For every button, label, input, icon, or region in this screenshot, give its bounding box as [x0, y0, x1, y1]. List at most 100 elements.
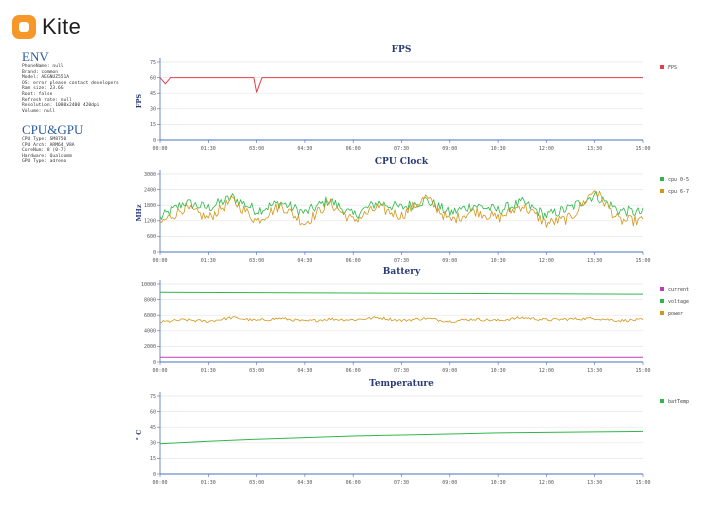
x-tick-label: 03:00: [249, 146, 264, 152]
series-line-fps: [159, 77, 643, 93]
x-tick-label: 04:30: [297, 146, 312, 152]
chart-title: Battery: [383, 267, 421, 277]
x-tick-label: 10:30: [491, 258, 506, 264]
x-tick-label: 06:00: [346, 480, 361, 486]
env-line: Root: false: [22, 91, 53, 97]
x-tick-label: 13:30: [587, 258, 602, 264]
legend-swatch: [660, 189, 664, 193]
cpu-gpu-info-panel: CPU&GPU CPU Type: SM8750 CPU Arch: ARM64…: [22, 123, 157, 165]
y-tick-label: 45: [150, 91, 156, 97]
y-tick-label: 600: [147, 234, 156, 240]
chart-title: CPU Clock: [375, 157, 429, 167]
y-tick-label: 6000: [144, 313, 156, 319]
axis-label-y: ° C: [135, 430, 143, 441]
chart-title: FPS: [392, 45, 412, 55]
y-tick-label: 60: [150, 75, 156, 81]
y-tick-label: 1800: [144, 203, 156, 209]
series-line-cpu-6-7: [159, 190, 644, 228]
cpu-gpu-line: CPU Type: SM8750: [22, 137, 67, 142]
env-lines: PhoneName: null Brand: common Model: AEG…: [22, 64, 157, 114]
x-tick-label: 09:00: [442, 258, 457, 264]
x-tick-label: 13:30: [587, 480, 602, 486]
series-line-voltage: [159, 291, 644, 295]
cpu-gpu-line: Hardware: Qualcomm: [22, 153, 72, 159]
y-tick-label: 8000: [144, 297, 156, 303]
x-tick-label: 15:00: [635, 146, 650, 152]
y-tick-label: 0: [153, 360, 156, 366]
x-tick-label: 13:30: [587, 146, 602, 152]
x-tick-label: 04:30: [297, 258, 312, 264]
x-tick-label: 15:00: [635, 258, 650, 264]
legend-label: batTemp: [668, 399, 689, 405]
y-tick-label: 2400: [144, 187, 156, 193]
x-tick-label: 04:30: [297, 368, 312, 374]
y-tick-label: 2000: [144, 344, 156, 350]
y-tick-label: 0: [153, 138, 156, 144]
y-tick-label: 75: [150, 394, 156, 400]
x-tick-label: 00:00: [152, 146, 167, 152]
legend-label: current: [668, 287, 689, 293]
legend-label: power: [668, 311, 683, 317]
y-tick-label: 30: [150, 441, 156, 447]
y-tick-label: 60: [150, 409, 156, 415]
legend-label: voltage: [668, 299, 689, 305]
x-tick-label: 10:30: [491, 480, 506, 486]
env-line: PhoneName: null: [22, 64, 64, 69]
env-line: Resolution: 1080x2400 420dpi: [22, 103, 100, 109]
legend-swatch: [660, 177, 664, 181]
y-tick-label: 0: [153, 250, 156, 256]
y-tick-label: 0: [153, 472, 156, 478]
axis-label-y: FPS: [135, 94, 143, 109]
x-tick-label: 12:00: [539, 368, 554, 374]
env-line: Volume: null: [22, 108, 56, 114]
series-line-power: [159, 316, 644, 324]
series-line-battemp: [159, 430, 644, 445]
x-tick-label: 12:00: [539, 480, 554, 486]
x-tick-label: 07:30: [394, 368, 409, 374]
x-tick-label: 04:30: [297, 480, 312, 486]
x-tick-label: 12:00: [539, 258, 554, 264]
env-line: Model: AEGNUZ551A: [22, 75, 70, 81]
x-tick-label: 15:00: [635, 480, 650, 486]
x-tick-label: 01:30: [201, 480, 216, 486]
y-tick-label: 15: [150, 456, 156, 462]
y-tick-label: 1200: [144, 219, 156, 225]
legend-swatch: [660, 287, 664, 291]
legend-swatch: [660, 399, 664, 403]
x-tick-label: 01:30: [201, 146, 216, 152]
x-tick-label: 00:00: [152, 480, 167, 486]
legend-label: cpu 6-7: [668, 189, 689, 195]
legend-swatch: [660, 299, 664, 303]
env-line: Ram size: 23.6G: [22, 86, 64, 92]
legend-swatch: [660, 311, 664, 315]
y-tick-label: 4000: [144, 329, 156, 335]
env-info-panel: ENV PhoneName: null Brand: common Model:…: [22, 50, 157, 114]
x-tick-label: 09:00: [442, 368, 457, 374]
x-tick-label: 00:00: [152, 368, 167, 374]
kite-logo: Kite: [12, 14, 81, 40]
legend-swatch: [660, 65, 664, 69]
x-tick-label: 09:00: [442, 146, 457, 152]
x-tick-label: 15:00: [635, 368, 650, 374]
x-tick-label: 03:00: [249, 480, 264, 486]
cpu-gpu-title: CPU&GPU: [22, 122, 84, 137]
chart-title: Temperature: [369, 379, 434, 389]
cpu-gpu-line: CPU Arch: ARM64_V8A: [22, 142, 75, 148]
x-tick-label: 13:30: [587, 368, 602, 374]
x-tick-label: 07:30: [394, 480, 409, 486]
env-line: OS: error please contact developers: [22, 80, 119, 86]
x-tick-label: 10:30: [491, 146, 506, 152]
env-line: Brand: common: [22, 69, 58, 75]
kite-logo-icon: [12, 15, 36, 39]
y-tick-label: 15: [150, 122, 156, 128]
x-tick-label: 01:30: [201, 258, 216, 264]
axis-label-y: MHz: [135, 204, 143, 221]
cpu-gpu-line: GPU Type: adreno: [22, 159, 67, 165]
x-tick-label: 06:00: [346, 146, 361, 152]
cpu-gpu-line: CoreNum: 8 (0-7): [22, 148, 67, 154]
legend-label: cpu 0-5: [668, 177, 689, 183]
x-tick-label: 03:00: [249, 258, 264, 264]
x-tick-label: 07:30: [394, 258, 409, 264]
x-tick-label: 10:30: [491, 368, 506, 374]
